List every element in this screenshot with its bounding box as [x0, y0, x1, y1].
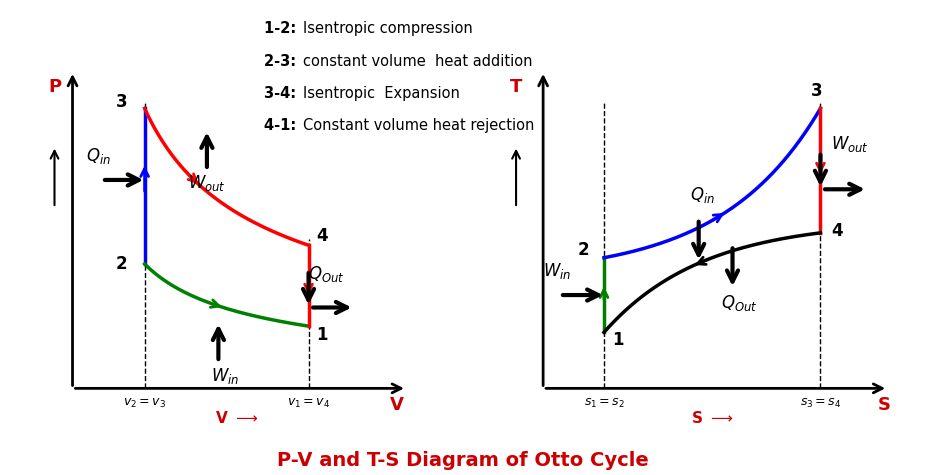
- Text: 1: 1: [316, 326, 328, 344]
- Text: 2-3:: 2-3:: [264, 54, 301, 69]
- Text: 4-1:: 4-1:: [264, 118, 301, 133]
- Text: Isentropic compression: Isentropic compression: [303, 21, 472, 37]
- Text: T: T: [510, 77, 522, 95]
- Text: $W_{out}$: $W_{out}$: [188, 173, 226, 193]
- Text: 4: 4: [316, 227, 328, 245]
- Text: 4: 4: [832, 222, 844, 240]
- Text: V $\longrightarrow$: V $\longrightarrow$: [215, 410, 258, 426]
- Text: P-V and T-S Diagram of Otto Cycle: P-V and T-S Diagram of Otto Cycle: [277, 451, 649, 470]
- Text: Isentropic  Expansion: Isentropic Expansion: [303, 86, 459, 101]
- Text: $v_2 = v_3$: $v_2 = v_3$: [123, 397, 166, 409]
- Text: $v_1 = v_4$: $v_1 = v_4$: [287, 397, 330, 409]
- Text: 2: 2: [116, 255, 128, 273]
- Text: $Q_{in}$: $Q_{in}$: [86, 146, 111, 166]
- Text: $s_3 = s_4$: $s_3 = s_4$: [800, 397, 841, 409]
- Text: P: P: [48, 77, 61, 95]
- Text: S $\longrightarrow$: S $\longrightarrow$: [691, 410, 733, 426]
- Text: $Q_{Out}$: $Q_{Out}$: [308, 265, 344, 285]
- Text: $W_{out}$: $W_{out}$: [831, 134, 869, 154]
- Text: 3-4:: 3-4:: [264, 86, 301, 101]
- Text: 3: 3: [116, 93, 128, 111]
- Text: S: S: [878, 397, 891, 415]
- Text: $s_1 = s_2$: $s_1 = s_2$: [583, 397, 624, 409]
- Text: Constant volume heat rejection: Constant volume heat rejection: [303, 118, 534, 133]
- Text: V: V: [390, 397, 404, 415]
- Text: $Q_{Out}$: $Q_{Out}$: [721, 293, 757, 313]
- Text: $Q_{in}$: $Q_{in}$: [690, 185, 715, 205]
- Text: 1-2:: 1-2:: [264, 21, 301, 37]
- Text: constant volume  heat addition: constant volume heat addition: [303, 54, 532, 69]
- Text: $W_{in}$: $W_{in}$: [211, 366, 239, 386]
- Text: $W_{in}$: $W_{in}$: [543, 261, 570, 281]
- Text: 2: 2: [578, 241, 590, 258]
- Text: 3: 3: [811, 82, 823, 100]
- Text: 1: 1: [612, 331, 623, 349]
